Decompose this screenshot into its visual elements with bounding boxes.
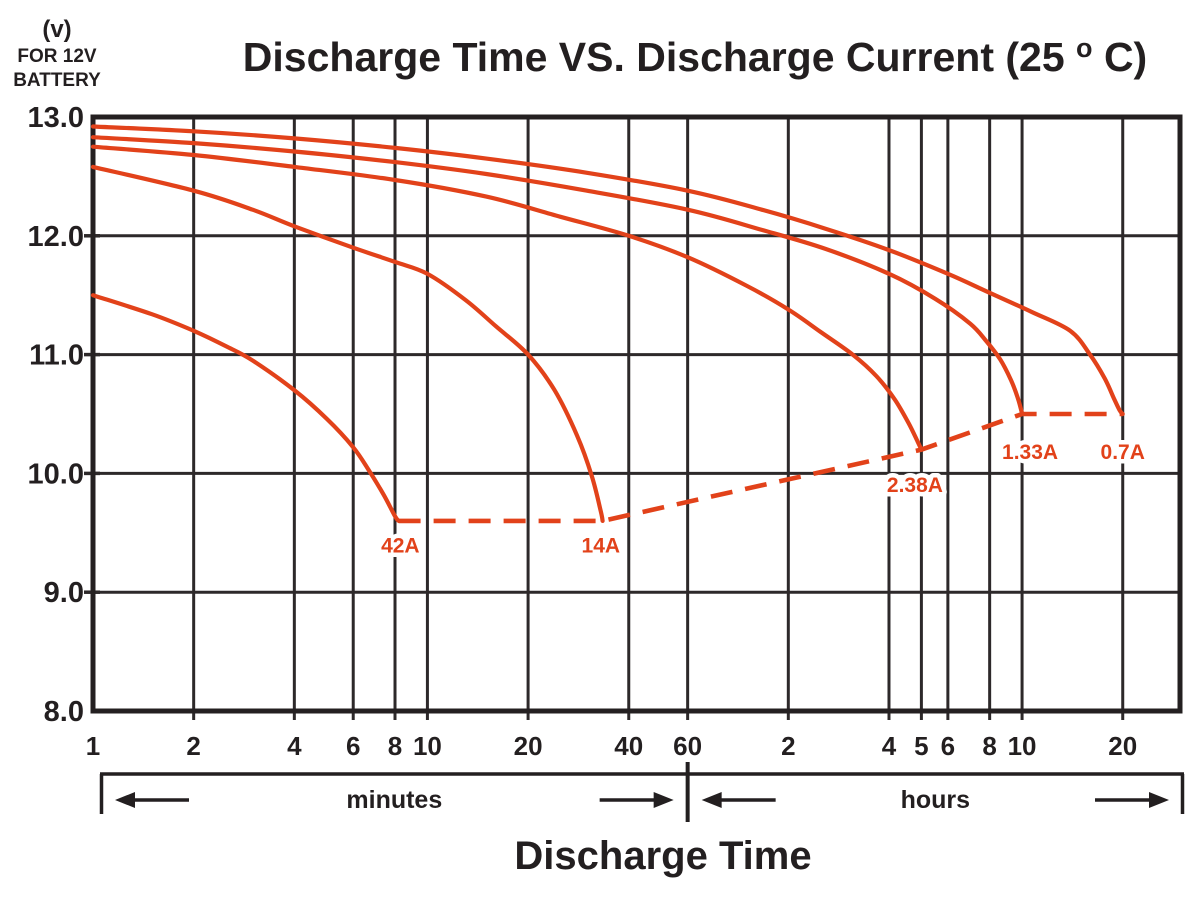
x-tick-label-hours-5: 5 bbox=[914, 731, 928, 761]
x-tick-label-minutes-10: 10 bbox=[413, 731, 442, 761]
x-tick-label-minutes-4: 4 bbox=[287, 731, 302, 761]
x-tick-label-minutes-6: 6 bbox=[346, 731, 360, 761]
y-axis-unit-line2: FOR 12V bbox=[17, 46, 97, 67]
y-tick-label-12.0: 12.0 bbox=[28, 221, 84, 253]
curve-label-42A: 42A bbox=[381, 535, 420, 558]
plot-area: 1 2 4 6 8 10 20 40 60 2 4 5 6 8 10 2013.012.011.010.09.… bbox=[28, 102, 1183, 761]
curve-2.38A bbox=[90, 144, 924, 452]
x-tick-label-minutes-2: 2 bbox=[186, 731, 200, 761]
arrow-left-minutes-icon bbox=[115, 792, 135, 808]
curve-label-2.38A: 2.38A bbox=[887, 474, 943, 497]
section-label-hours: hours bbox=[901, 786, 970, 814]
y-tick-label-13.0: 13.0 bbox=[28, 102, 84, 134]
arrow-right-hours-icon bbox=[1149, 792, 1169, 808]
x-axis-title: Discharge Time bbox=[514, 834, 811, 878]
x-tick-label-minutes-1: 1 bbox=[86, 731, 100, 761]
curve-label-1.33A: 1.33A bbox=[1002, 441, 1058, 464]
arrow-right-minutes-icon bbox=[653, 792, 674, 808]
cutoff-dashed-line bbox=[398, 411, 1123, 524]
x-tick-label-hours-10: 10 bbox=[1008, 731, 1037, 761]
chart-title-main: Discharge Time VS. Discharge Current (25 bbox=[243, 34, 1065, 80]
x-tick-label-minutes-20: 20 bbox=[514, 731, 543, 761]
y-tick-label-9.0: 9.0 bbox=[44, 577, 84, 609]
x-tick-label-minutes-40: 40 bbox=[614, 731, 643, 761]
arrow-left-hours-icon bbox=[701, 792, 722, 808]
y-tick-label-10.0: 10.0 bbox=[28, 458, 84, 490]
y-axis-unit-label: (v) bbox=[42, 16, 71, 43]
curve-label-0.7A: 0.7A bbox=[1101, 441, 1145, 464]
chart-title-suffix: C) bbox=[1104, 34, 1147, 80]
x-tick-label-hours-4: 4 bbox=[882, 731, 897, 761]
x-tick-label-minutes-60: 60 bbox=[673, 731, 702, 761]
x-axis-annotation: minutes hours bbox=[99, 762, 1185, 822]
x-tick-label-hours-8: 8 bbox=[982, 731, 996, 761]
plot-border bbox=[90, 114, 1183, 714]
curve-0.7A bbox=[90, 124, 1125, 417]
curve-42A bbox=[90, 293, 401, 523]
x-tick-label-hours-2: 2 bbox=[781, 731, 795, 761]
curve-14A bbox=[90, 164, 605, 523]
x-tick-label-hours-20: 20 bbox=[1108, 731, 1137, 761]
chart-title: Discharge Time VS. Discharge Current (25… bbox=[243, 20, 1147, 80]
curve-label-14A: 14A bbox=[582, 535, 621, 558]
section-label-minutes: minutes bbox=[346, 786, 442, 814]
curve-1.33A bbox=[90, 135, 1025, 417]
x-tick-label-minutes-8: 8 bbox=[388, 731, 402, 761]
y-tick-label-8.0: 8.0 bbox=[44, 696, 84, 728]
x-tick-label-hours-6: 6 bbox=[941, 731, 955, 761]
chart-title-superscript: o bbox=[1076, 33, 1093, 63]
y-axis-unit-line3: BATTERY bbox=[13, 70, 101, 91]
y-tick-label-11.0: 11.0 bbox=[29, 340, 84, 372]
